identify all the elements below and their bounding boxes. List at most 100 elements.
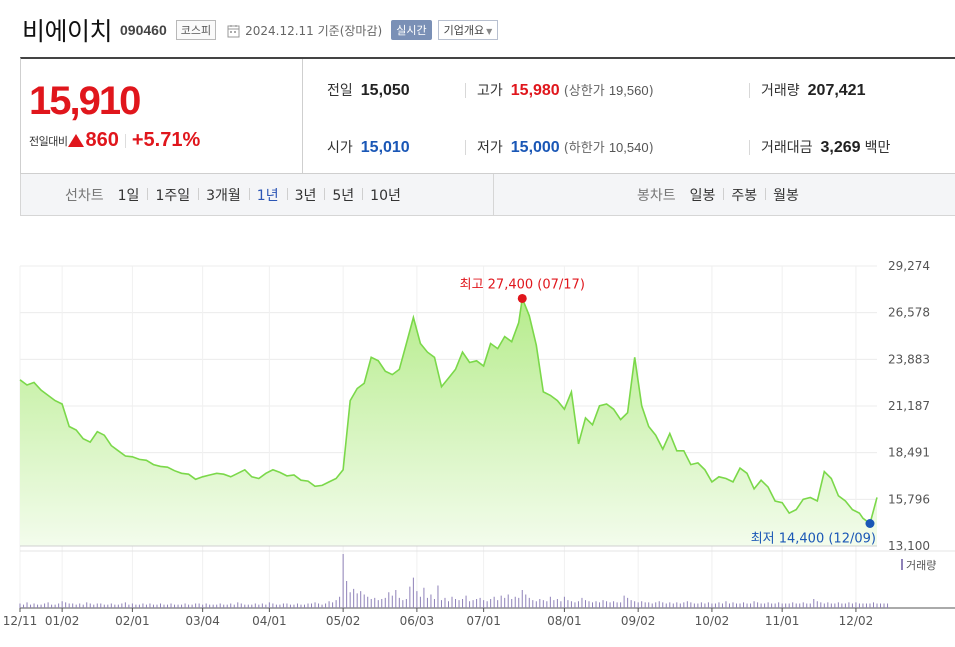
volume-bar [567,600,569,608]
volume-bar [858,603,860,608]
divider [749,140,750,155]
volume-bar [672,603,674,608]
volume-bar [785,603,787,608]
tab-10y[interactable]: 10년 [362,185,409,205]
volume-bar [728,603,730,608]
volume-bar [872,602,874,608]
volume-bar [279,604,281,608]
volume-bar [613,601,615,608]
tab-monthly-candle[interactable]: 월봉 [765,185,807,205]
volume-bar [778,602,780,608]
volume-bar [750,603,752,608]
volume-bar [321,604,323,608]
open-label: 시가 [327,140,353,156]
volume-bar [103,604,105,608]
x-tick-label: 05/02 [326,614,361,628]
line-chart-label: 선차트 [65,188,104,204]
volume-bar [398,597,400,608]
volume-bar [142,603,144,608]
price-chart[interactable]: 29,274 26,578 23,883 21,187 18,491 15,796 13,1… [0,216,955,647]
volume-bar [662,602,664,608]
stock-code: 090460 [120,22,167,38]
volume-bar [272,603,274,608]
volume-bar [96,603,98,608]
current-price: 15,910 [29,79,141,123]
volume-bar [637,602,639,608]
volume-bar [869,603,871,608]
volume-bar [58,603,60,608]
low-value: 15,000 [510,139,560,156]
volume-bar [816,601,818,608]
volume-bar [339,596,341,608]
volume-bar [405,599,407,608]
volume-bar [244,604,246,608]
volume-bar [686,601,688,608]
company-overview-dropdown[interactable]: 기업개요 ▼ [437,20,499,40]
calendar-icon [227,23,241,38]
volume-bar [504,597,506,608]
volume-bar [219,603,221,608]
volume-legend-label: 거래량 [906,559,936,572]
tab-5y[interactable]: 5년 [324,185,362,205]
tab-daily-candle[interactable]: 일봉 [689,188,716,204]
volume-bar [658,601,660,608]
volume-bar [725,601,727,608]
volume-bar [542,600,544,608]
volume-bar [823,603,825,608]
low-label: 저가 [477,140,503,156]
volume-bar [23,604,25,608]
volume-bar [606,601,608,608]
y-tick-label: 26,578 [888,306,930,320]
volume-bar [707,602,709,608]
realtime-button[interactable]: 실시간 [391,20,432,40]
volume-bar [367,596,369,608]
change-label: 전일대비 [29,134,68,148]
volume-bar [152,604,154,608]
x-tick-label: 10/02 [695,614,730,628]
tab-1y[interactable]: 1년 [248,185,287,205]
volume-bar [286,603,288,608]
volume-bar [553,600,555,608]
volume-bar [437,585,439,608]
volume-bar [47,602,49,608]
volume-bar [746,603,748,608]
volume-bar [68,603,70,608]
volume-bar [37,604,39,608]
volume-bar [40,604,42,608]
candle-chart-label: 봉차트 [637,188,676,204]
volume-bar [469,601,471,608]
volume-bar [528,597,530,608]
volume-bar [240,603,242,608]
upper-limit-value: 19,560 [608,83,649,98]
tab-3m[interactable]: 3개월 [198,185,249,205]
volume-bar [282,603,284,608]
tab-3y[interactable]: 3년 [286,185,325,205]
tab-1w[interactable]: 1주일 [147,185,198,205]
volume-bar [507,594,509,608]
x-tick-label: 12/02 [839,614,874,628]
high-label: 고가 [477,83,503,99]
volume-bar [26,602,28,608]
volume-bar [268,602,270,608]
volume-bar [100,603,102,608]
volume-bar [851,603,853,608]
volume-bar [212,604,214,608]
volume-bar [167,604,169,608]
volume-bar [448,601,449,608]
volume-bar [198,603,200,608]
up-arrow-icon [68,134,85,147]
tab-1d[interactable]: 1일 [117,188,140,204]
volume-bar [462,599,464,608]
divider [465,83,466,98]
volume-bar [265,604,267,608]
tab-weekly-candle[interactable]: 주봉 [723,185,765,205]
lower-limit: (하한가 10,540) [563,140,654,156]
volume-bar [592,602,594,608]
volume-bar [830,603,832,608]
volume-bar [581,597,583,608]
volume-bar [247,604,249,608]
volume-bar [535,601,537,608]
volume-bar [771,603,773,608]
upper-limit: (상한가 19,560) [563,83,654,99]
volume-bar [844,603,846,608]
